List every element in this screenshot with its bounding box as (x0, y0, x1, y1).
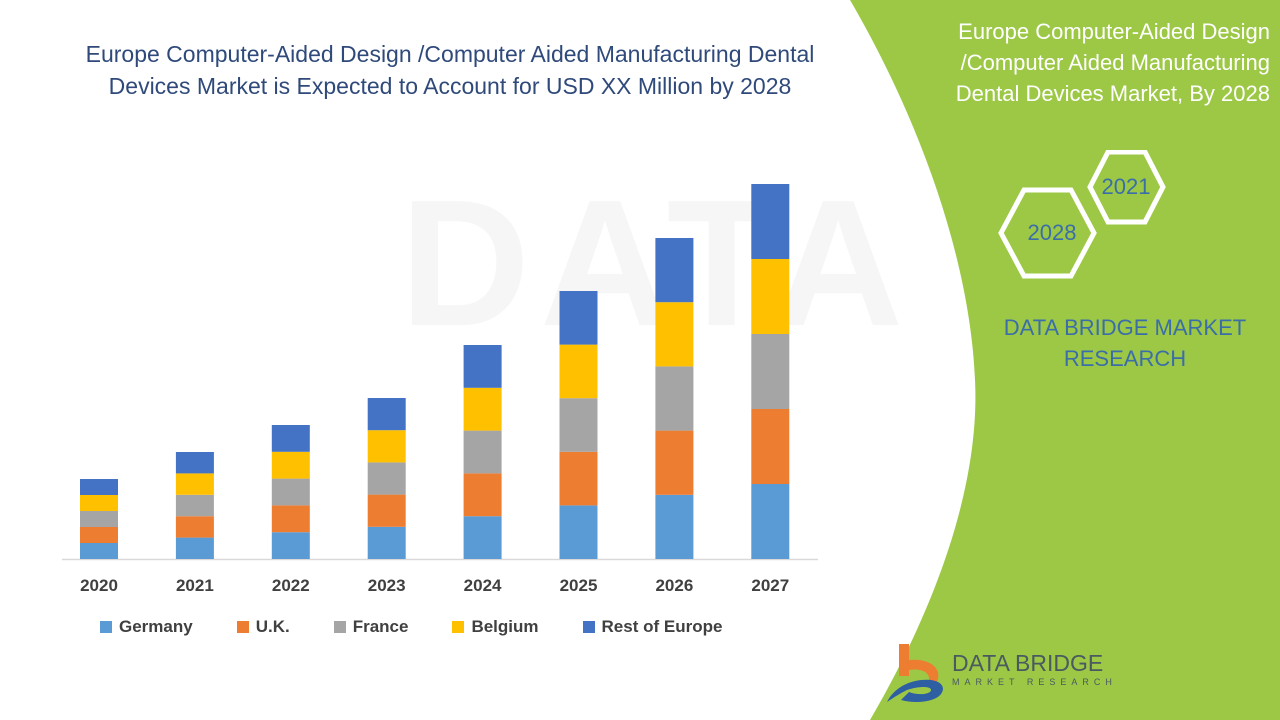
logo-text: DATA BRIDGE (952, 650, 1104, 676)
brand-text: DATA BRIDGE MARKET RESEARCH (1003, 315, 1247, 371)
bar-segment-2023-belgium (367, 430, 406, 463)
bar-segment-2025-belgium (559, 344, 598, 399)
x-tick-label: 2020 (80, 576, 118, 595)
bar-segment-2021-belgium (175, 473, 214, 495)
hex-year-2021: 2021 (1101, 174, 1151, 199)
legend-item-germany: Germany (100, 617, 193, 637)
bar-segment-2021-rest-of-europe (175, 452, 214, 474)
x-tick-label: 2021 (175, 576, 214, 595)
bar-segment-2022-u-k- (271, 505, 310, 533)
hex-year-2028: 2028 (1027, 220, 1077, 245)
bar-segment-2020-u-k- (80, 527, 118, 543)
bar-segment-2020-france (80, 511, 118, 527)
bar-segment-2021-u-k- (175, 516, 214, 538)
x-tick-label: 2027 (751, 576, 790, 595)
legend-item-france: France (333, 617, 408, 637)
bar-segment-2022-france (271, 478, 310, 506)
x-tick-label: 2026 (655, 576, 694, 595)
bar-segment-2027-germany (751, 484, 790, 559)
page-title: Europe Computer-Aided Design /Computer A… (85, 41, 815, 99)
bar-segment-2027-france (751, 334, 790, 409)
bar-segment-2023-rest-of-europe (367, 398, 406, 431)
bar-segment-2025-rest-of-europe (559, 291, 598, 345)
bar-segment-2023-u-k- (367, 494, 406, 527)
bar-segment-2020-belgium (80, 495, 118, 511)
bar-segment-2026-rest-of-europe (655, 238, 694, 303)
legend-item-rest-of-europe: Rest of Europe (582, 617, 722, 637)
bar-segment-2027-u-k- (751, 409, 790, 484)
x-tick-label: 2025 (559, 576, 598, 595)
bar-segment-2022-belgium (271, 451, 310, 479)
bar-segment-2025-france (559, 398, 598, 452)
bar-segment-2025-germany (559, 505, 598, 559)
bar-segment-2026-france (655, 366, 694, 431)
bar-segment-2020-germany (80, 543, 118, 559)
bar-segment-2024-france (463, 430, 502, 474)
x-tick-label: 2022 (271, 576, 310, 595)
bar-segment-2023-france (367, 462, 406, 495)
data-bridge-logo-icon (887, 644, 943, 702)
bar-segment-2026-u-k- (655, 430, 694, 495)
bar-segment-2021-france (175, 494, 214, 517)
bar-segment-2024-u-k- (463, 473, 502, 517)
bar-segment-2022-rest-of-europe (271, 425, 310, 452)
legend: Germany U.K. France Belgium Rest of Euro… (100, 617, 766, 637)
hexagon-icons (998, 150, 1166, 279)
bar-segment-2027-belgium (751, 259, 790, 334)
bar-segment-2021-germany (175, 537, 214, 559)
bar-segment-2024-rest-of-europe (463, 345, 502, 388)
bar-segment-2026-germany (655, 494, 694, 559)
legend-item-belgium: Belgium (452, 617, 539, 637)
logo-subtext: MARKET RESEARCH (952, 677, 1117, 687)
bar-segment-2023-germany (367, 526, 406, 559)
side-title: Europe Computer-Aided Design /Computer A… (955, 19, 1270, 106)
bar-segment-2027-rest-of-europe (751, 184, 790, 259)
bar-segment-2024-belgium (463, 387, 502, 431)
stacked-bar-chart (62, 184, 818, 561)
bar-segment-2025-u-k- (559, 451, 598, 506)
legend-item-uk: U.K. (236, 617, 290, 637)
bar-segment-2026-belgium (655, 302, 694, 367)
x-tick-label: 2023 (367, 576, 406, 595)
bar-segment-2024-germany (463, 516, 502, 559)
bar-segment-2020-rest-of-europe (80, 479, 118, 495)
bar-segment-2022-germany (271, 532, 310, 559)
x-tick-label: 2024 (463, 576, 502, 595)
